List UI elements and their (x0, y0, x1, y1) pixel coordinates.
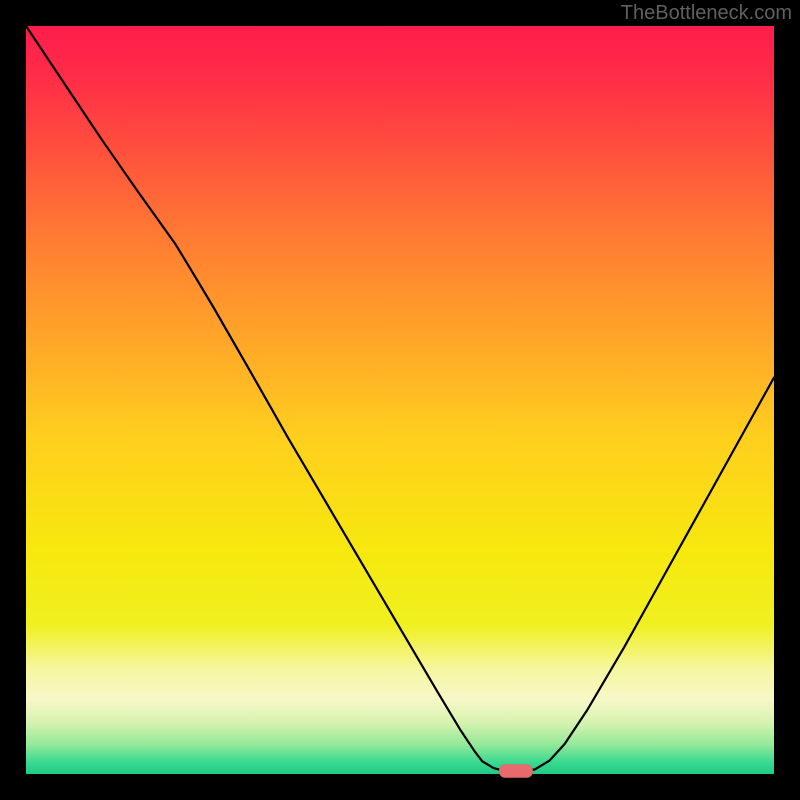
chart-container: TheBottleneck.com (0, 0, 800, 800)
watermark-text: TheBottleneck.com (621, 2, 792, 25)
optimal-marker (499, 764, 533, 777)
chart-svg (0, 0, 800, 800)
plot-gradient-background (26, 26, 774, 774)
